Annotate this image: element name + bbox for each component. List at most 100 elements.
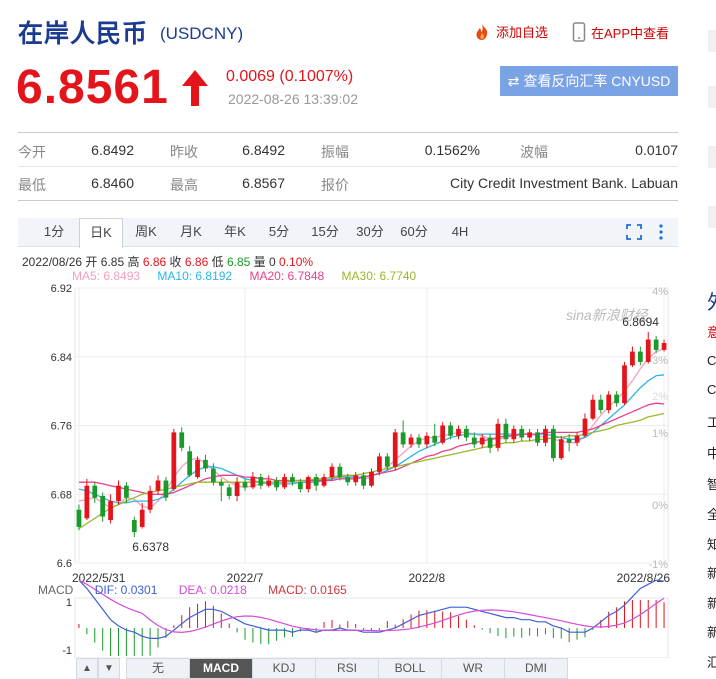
reverse-rate-label: 查看反向汇率 CNYUSD [523,73,671,89]
pct-tick-label: 2% [652,391,668,403]
candle-body [116,485,121,502]
scroll-down-button[interactable]: ▼ [98,658,120,679]
tab-macd[interactable]: MACD [189,658,253,679]
sidebar-fragment [708,206,716,228]
ma5-value: MA5: 6.8493 [72,269,141,283]
candle-body [124,485,129,498]
ma30-value: MA30: 6.7740 [341,269,417,283]
sidebar-char: 知 [707,537,716,552]
tab-none[interactable]: 无 [126,658,190,679]
sidebar-fragment [708,146,716,168]
candle-body [274,480,279,488]
candle-body [369,471,374,486]
open-label: 开 [85,255,98,269]
candle-body [163,480,169,498]
candle-body [637,351,643,362]
pct-value: 0.10% [279,255,314,269]
sidebar-char: 汇 [707,655,716,670]
phone-icon [572,22,586,42]
tab-4h[interactable]: 4H [451,224,469,239]
candle-body [598,399,604,411]
tab-daily[interactable]: 日K [79,218,123,248]
candle-body [503,423,509,440]
dif-line [78,579,665,640]
stat-label: 报价 [321,177,349,193]
candle-body [345,477,351,483]
candle-body [353,475,359,483]
candle-body [590,399,596,419]
candle-body [313,477,319,486]
candle-body [550,428,556,459]
tab-monthly[interactable]: 月K [180,224,202,239]
tab-5min[interactable]: 5分 [268,224,290,239]
y-tick-label: 6.6 [57,558,72,570]
sidebar-fragment [708,86,716,108]
candle-body [622,365,627,404]
candle-body [630,351,635,366]
view-in-app-button[interactable]: 在APP中查看 [572,22,669,42]
stat-value: 6.8492 [242,142,285,158]
candle-body [139,509,145,527]
macd-row: MACD DIF: 0.0301 DEA: 0.0218 MACD: 0.016… [38,583,365,597]
open-value: 6.85 [100,255,125,269]
add-watchlist-button[interactable]: 添加自选 [473,22,548,41]
candle-body [361,475,366,486]
swap-icon: ⇄ [507,72,520,89]
more-icon[interactable] [658,223,664,241]
tab-30min[interactable]: 30分 [356,224,384,239]
candle-body [76,509,82,527]
tab-yearly[interactable]: 年K [224,224,246,239]
close-label: 收 [169,255,182,269]
candle-body [203,459,208,469]
sidebar-char: 智 [707,477,716,492]
tab-1min[interactable]: 1分 [43,224,65,239]
candle-body [297,482,303,490]
tab-dmi[interactable]: DMI [504,658,568,679]
y-tick-label: 6.76 [51,421,72,433]
stat-label: 昨收 [170,144,198,160]
sidebar-char: 工 [707,415,716,430]
candle-body [392,432,398,467]
tab-wr[interactable]: WR [441,658,505,679]
candle-body [100,495,106,517]
tab-weekly[interactable]: 周K [135,224,157,239]
sidebar-char: 新 [707,566,716,581]
candle-body [606,394,612,411]
candle-body [424,435,430,445]
low-value: 6.85 [226,255,251,269]
sidebar-char: C [707,353,716,368]
tab-rsi[interactable]: RSI [315,658,379,679]
y-tick-label: 6.68 [51,489,72,501]
candle-body [210,468,216,483]
ohlc-row: 2022/08/26 开 6.85 高 6.86 收 6.86 低 6.85 量… [22,253,313,270]
fullscreen-icon[interactable] [626,224,642,240]
y-tick-label: 6.84 [51,352,72,364]
reverse-rate-button[interactable]: ⇄ 查看反向汇率 CNYUSD [500,66,678,96]
candle-body [266,480,272,486]
stat-label: 振幅 [321,144,349,160]
low-label: 低 [211,255,224,269]
candle-body [171,432,177,490]
candle-body [400,432,406,445]
tab-60min[interactable]: 60分 [400,224,428,239]
max-price-label: 6.8694 [622,315,659,329]
tab-15min[interactable]: 15分 [311,224,339,239]
candle-body [645,339,651,362]
dea-line [78,579,665,634]
x-tick-label: 2022/8 [408,571,445,585]
candle-body [377,456,382,472]
chart-grid [74,287,669,564]
candle-body [321,477,327,486]
candle-body [258,477,264,486]
stat-value: City Credit Investment Bank. Labuan [449,175,678,191]
page-title: 在岸人民币 [18,20,149,48]
stat-value: 0.0107 [635,142,678,158]
dea-value: DEA: 0.0218 [178,583,247,597]
tab-boll[interactable]: BOLL [378,658,442,679]
macd-value: MACD: 0.0165 [268,583,347,597]
scroll-up-button[interactable]: ▲ [76,658,98,679]
price-change: 0.0069 (0.1007%) [226,68,354,85]
tab-kdj[interactable]: KDJ [252,658,316,679]
candle-body [337,466,343,478]
ohlc-date: 2022/08/26 [22,255,83,269]
